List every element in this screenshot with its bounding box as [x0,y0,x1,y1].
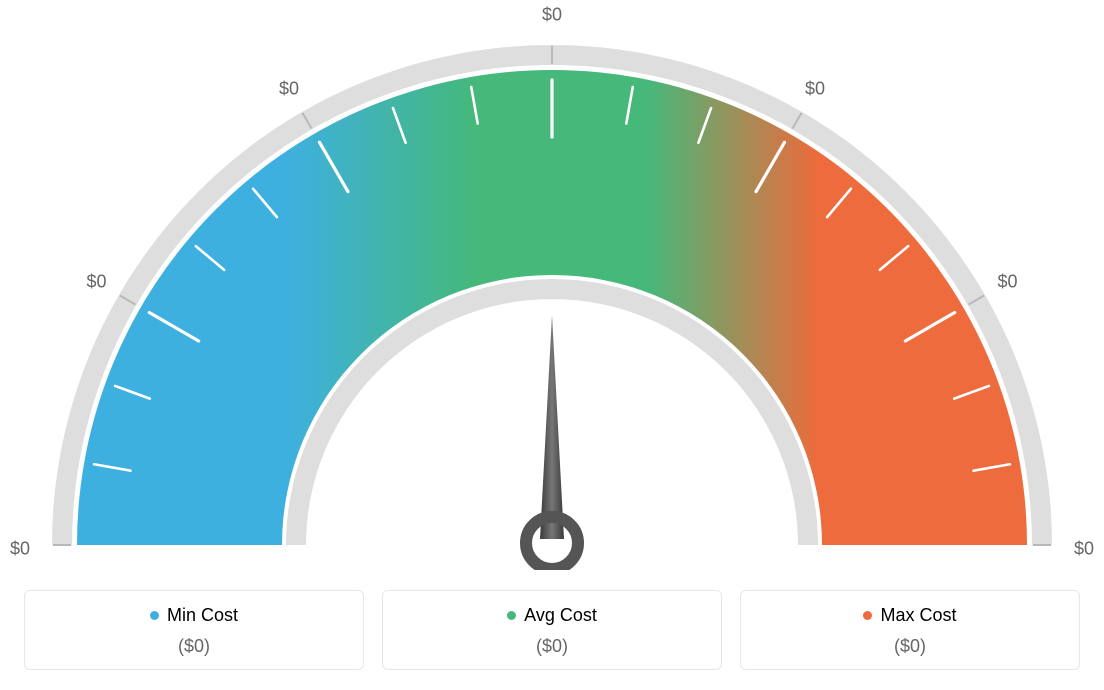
legend-label-min: Min Cost [167,605,238,626]
gauge-tick-label: $0 [10,539,30,560]
legend-row: Min Cost ($0) Avg Cost ($0) Max Cost ($0… [0,590,1104,670]
gauge-chart: $0$0$0$0$0$0$0 [22,10,1082,570]
gauge-tick-label: $0 [86,272,106,293]
legend-value-min: ($0) [35,636,353,657]
legend-card-max: Max Cost ($0) [740,590,1080,670]
legend-dot-max [863,611,872,620]
legend-value-avg: ($0) [393,636,711,657]
legend-label-avg: Avg Cost [524,605,597,626]
gauge-svg [22,10,1082,570]
legend-label-max: Max Cost [880,605,956,626]
gauge-tick-label: $0 [1074,539,1094,560]
legend-card-avg: Avg Cost ($0) [382,590,722,670]
legend-title-avg: Avg Cost [507,605,597,626]
gauge-tick-label: $0 [279,79,299,100]
gauge-tick-label: $0 [998,272,1018,293]
legend-dot-min [150,611,159,620]
gauge-tick-label: $0 [542,5,562,26]
legend-dot-avg [507,611,516,620]
gauge-tick-label: $0 [805,79,825,100]
legend-title-max: Max Cost [863,605,956,626]
legend-value-max: ($0) [751,636,1069,657]
legend-card-min: Min Cost ($0) [24,590,364,670]
legend-title-min: Min Cost [150,605,238,626]
